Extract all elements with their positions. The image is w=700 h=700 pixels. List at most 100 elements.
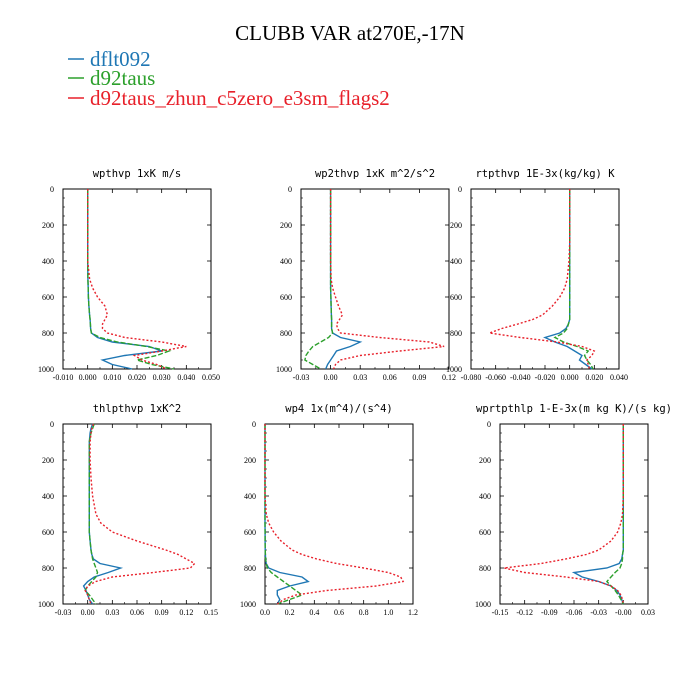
y-tick-label: 800: [450, 329, 462, 338]
series-line-dflt092: [571, 424, 624, 605]
x-tick-label: -0.03: [590, 608, 607, 617]
x-tick-label: 0.8: [359, 608, 369, 617]
x-tick-label: 0.000: [561, 373, 579, 382]
y-tick-label: 200: [450, 221, 462, 230]
panel-title: wprtpthlp 1-E-3x(m kg K)/(s kg): [476, 403, 672, 415]
series-line-d92taus: [86, 189, 175, 370]
x-tick-label: 0.030: [153, 373, 171, 382]
x-tick-label: 0.2: [285, 608, 295, 617]
series-line-d92taus: [264, 424, 304, 605]
panel-3: rtpthvp 1E-3x(kg/kg) K -0.080 -0.060 -0.040…: [446, 168, 628, 382]
x-tick-label: -0.00: [615, 608, 632, 617]
y-tick-label: 200: [42, 456, 54, 465]
x-tick-label: 0.03: [641, 608, 655, 617]
y-tick-label: 800: [280, 329, 292, 338]
panel-6: wprtpthlp 1-E-3x(m kg K)/(s kg) -0.15 -0.1…: [475, 403, 672, 617]
series-line-d92taus: [605, 424, 624, 605]
x-tick-label: -0.010: [53, 373, 74, 382]
x-tick-label: -0.03: [293, 373, 310, 382]
x-tick-label: -0.12: [516, 608, 533, 617]
series-line-d92taus: [304, 189, 334, 370]
plot-frame: [470, 188, 620, 370]
x-tick-label: 1.2: [408, 608, 418, 617]
y-tick-label: 800: [479, 564, 491, 573]
series-line-d92taus_zhun_c5zero_e3sm_flags2: [84, 423, 196, 605]
y-tick-label: 1000: [38, 600, 54, 609]
legend-label-d92taus: d92taus: [90, 66, 155, 90]
y-tick-label: 0: [487, 420, 491, 429]
panel-title: wp4 1x(m^4)/(s^4): [285, 403, 392, 415]
y-tick-label: 600: [450, 293, 462, 302]
panel-1: wpthvp 1xK m/s -0.010 0.000 0.010 0.020 0.030…: [38, 168, 220, 382]
x-tick-label: 0.0: [260, 608, 270, 617]
y-tick-label: 0: [50, 420, 54, 429]
y-tick-label: 400: [479, 492, 491, 501]
y-tick-label: 600: [280, 293, 292, 302]
y-tick-label: 1000: [446, 365, 462, 374]
series-line-d92taus_zhun_c5zero_e3sm_flags2: [489, 189, 596, 370]
y-tick-label: 600: [479, 528, 491, 537]
x-tick-label: 0.050: [202, 373, 220, 382]
x-tick-label: 0.12: [179, 608, 193, 617]
x-tick-label: 0.020: [585, 373, 603, 382]
y-tick-label: 600: [42, 528, 54, 537]
x-tick-label: -0.040: [510, 373, 531, 382]
x-tick-label: 1.0: [383, 608, 393, 617]
series-line-dflt092: [86, 189, 162, 370]
x-tick-label: -0.15: [492, 608, 509, 617]
y-tick-label: 0: [252, 420, 256, 429]
x-tick-label: -0.080: [461, 373, 482, 382]
series-line-d92taus_zhun_c5zero_e3sm_flags2: [503, 424, 624, 605]
series-line-dflt092: [264, 424, 310, 605]
x-tick-label: 0.010: [103, 373, 121, 382]
x-tick-label: 0.03: [353, 373, 367, 382]
y-tick-label: 1000: [38, 365, 54, 374]
y-tick-label: 0: [288, 185, 292, 194]
y-tick-label: 200: [244, 456, 256, 465]
y-tick-label: 1000: [240, 600, 256, 609]
y-tick-label: 600: [244, 528, 256, 537]
y-tick-label: 200: [280, 221, 292, 230]
plot-frame: [264, 423, 414, 605]
panel-grid: wpthvp 1xK m/s-0.010 0.000 0.010 0.020 0.030…: [38, 168, 672, 617]
plot-frame: [300, 188, 450, 370]
x-tick-label: 0.4: [309, 608, 319, 617]
x-tick-label: 0.00: [81, 608, 95, 617]
x-tick-label: -0.060: [485, 373, 506, 382]
y-tick-label: 200: [479, 456, 491, 465]
y-tick-label: 800: [42, 564, 54, 573]
series-line-d92taus: [553, 189, 594, 370]
panel-title: thlpthvp 1xK^2: [93, 403, 182, 415]
x-tick-label: -0.06: [566, 608, 583, 617]
x-tick-label: 0.09: [155, 608, 169, 617]
series-line-d92taus_zhun_c5zero_e3sm_flags2: [329, 189, 445, 370]
x-tick-label: 0.00: [324, 373, 338, 382]
y-tick-label: 400: [280, 257, 292, 266]
y-tick-label: 400: [42, 257, 54, 266]
x-tick-label: 0.040: [610, 373, 628, 382]
series-line-dflt092: [82, 423, 124, 605]
x-tick-label: 0.6: [334, 608, 344, 617]
y-tick-label: 400: [450, 257, 462, 266]
panel-4: thlpthvp 1xK^2 -0.03 0.00 0.03 0.06 0.09 0.12 0…: [38, 403, 218, 617]
panel-title: rtpthvp 1E-3x(kg/kg) K: [475, 168, 615, 180]
series-line-d92taus: [84, 423, 99, 605]
panel-title: wpthvp 1xK m/s: [93, 168, 182, 180]
x-tick-label: 0.040: [177, 373, 195, 382]
y-tick-label: 0: [50, 185, 54, 194]
y-tick-label: 1000: [475, 600, 491, 609]
series-line-d92taus_zhun_c5zero_e3sm_flags2: [86, 189, 187, 370]
y-tick-label: 200: [42, 221, 54, 230]
x-tick-label: -0.09: [541, 608, 558, 617]
x-tick-label: 0.000: [79, 373, 97, 382]
plot-frame: [62, 188, 212, 370]
panel-5: wp4 1x(m^4)/(s^4) 0.0 0.2 0.4 0.6 0.8 1.0 1.2 0 2…: [240, 403, 418, 617]
x-tick-label: 0.12: [442, 373, 456, 382]
panel-title: wp2thvp 1xK m^2/s^2: [315, 168, 435, 180]
panel-2: wp2thvp 1xK m^2/s^2 -0.03 0.00 0.03 0.06 0.09…: [276, 168, 456, 382]
y-tick-label: 400: [244, 492, 256, 501]
legend-label-dflt092: dflt092: [90, 47, 151, 71]
x-tick-label: 0.06: [130, 608, 144, 617]
y-tick-label: 0: [458, 185, 462, 194]
